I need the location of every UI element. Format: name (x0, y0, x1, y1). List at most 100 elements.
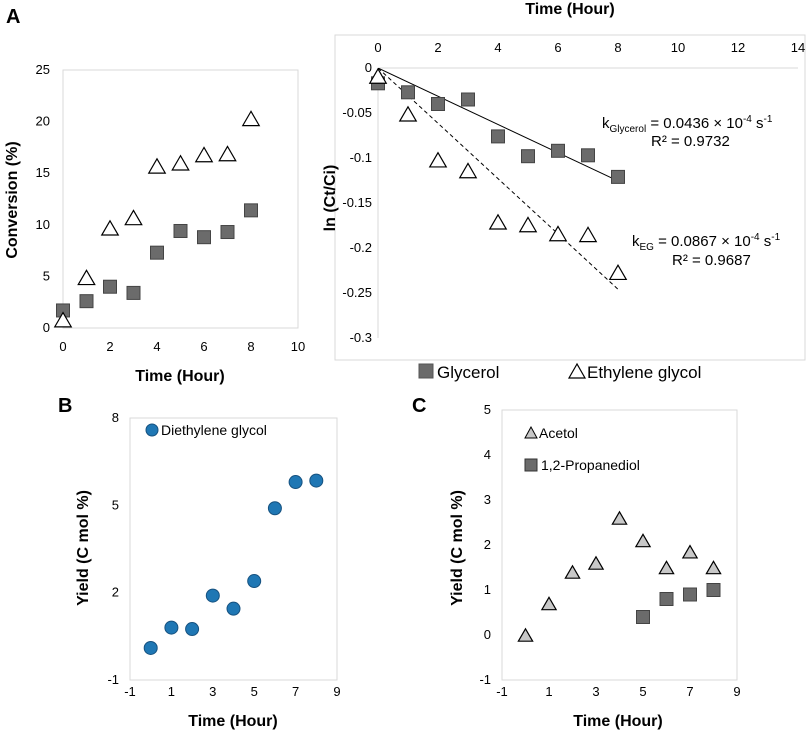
plot-frame-c (501, 409, 738, 681)
x-tick-a1: 6 (200, 339, 207, 354)
y-tick-c: 3 (484, 492, 491, 507)
chart-b: -1 2 5 8 -1 1 3 5 7 9 Diethylene glycol Time (Ho… (75, 410, 341, 730)
x-axis-title-a1: Time (Hour) (135, 368, 224, 385)
k-glycerol-sub: Glycerol (610, 124, 647, 135)
data-point-c-1-2-propanediol (659, 592, 674, 606)
data-point-a2-glycerol (401, 85, 415, 100)
data-point-c-acetol (658, 560, 675, 575)
legend-propanediol-marker (524, 458, 538, 472)
legend-diethylene-glycol-label: Diethylene glycol (161, 422, 267, 438)
data-point-b-diethylene-glycol (205, 588, 220, 603)
data-point-a1-ethylene-glycol (100, 219, 120, 236)
data-point-a1-ethylene-glycol (194, 146, 214, 163)
data-point-b-diethylene-glycol (226, 601, 241, 616)
legend-glycerol-label: Glycerol (437, 363, 499, 382)
x-tick-c: 9 (733, 684, 740, 699)
x-tick-c: 1 (545, 684, 552, 699)
chart-a1: 0 5 10 15 20 25 0 2 4 6 8 10 Time (Hour) Conversio… (4, 62, 305, 385)
y-tick-a2: -0.05 (342, 105, 372, 120)
x-tick-c: 7 (686, 684, 693, 699)
data-point-a1-glycerol (173, 223, 188, 238)
y-tick-c: 5 (484, 402, 491, 417)
data-point-a1-ethylene-glycol (77, 269, 96, 286)
x-tick-b: 3 (209, 684, 216, 699)
data-point-a2-ethylene-glycol (398, 105, 418, 122)
data-point-a2-ethylene-glycol (548, 225, 568, 242)
y-tick-a2: -0.2 (350, 240, 372, 255)
data-point-b-diethylene-glycol (267, 501, 282, 516)
data-point-a2-ethylene-glycol (488, 213, 508, 230)
y-tick-b: 8 (112, 410, 119, 425)
x-tick-a2: 2 (434, 40, 441, 55)
y-tick-c: 4 (484, 447, 491, 462)
y-tick-a1: 0 (43, 320, 50, 335)
data-point-a2-ethylene-glycol (518, 216, 538, 233)
data-point-a1-glycerol (220, 225, 235, 240)
y-tick-c: -1 (479, 672, 491, 687)
plot-frame-a1 (62, 69, 299, 329)
data-point-c-acetol (611, 510, 628, 525)
annotation-k-eg: kEG = 0.0867 × 10-4 s-1 (632, 232, 781, 253)
y-axis-title-a1: Conversion (%) (4, 141, 21, 258)
data-point-c-1-2-propanediol (683, 587, 697, 602)
annotation-r2-eg: R² = 0.9687 (672, 252, 751, 269)
y-tick-b: -1 (107, 672, 119, 687)
data-point-a1-ethylene-glycol (53, 311, 73, 328)
data-point-c-acetol (634, 533, 652, 548)
k-eg-value: = 0.0867 × 10 (654, 233, 751, 250)
y-axis-title-b: Yield (C mol %) (75, 490, 92, 606)
x-tick-a2: 14 (791, 40, 805, 55)
data-point-a2-glycerol (431, 97, 445, 111)
x-tick-c: 5 (639, 684, 646, 699)
y-tick-c: 2 (484, 537, 491, 552)
x-tick-b: 9 (333, 684, 340, 699)
legend-diethylene-glycol-marker (145, 423, 159, 437)
x-tick-a1: 4 (153, 339, 160, 354)
x-tick-a1: 8 (247, 339, 254, 354)
k-eg-unit-exp: -1 (771, 232, 780, 243)
chart-a2: Time (Hour) ln (Ct/Ci) 0 -0.05 -0.1 -0.15 -0… (322, 1, 806, 361)
y-tick-a2: 0 (365, 60, 372, 75)
data-point-c-acetol (517, 627, 534, 642)
legend-acetol-marker (524, 425, 538, 439)
data-point-a2-glycerol (491, 129, 505, 144)
legend-a: Glycerol Ethylene glycol (418, 362, 701, 382)
x-tick-b: 7 (292, 684, 299, 699)
x-tick-a2: 8 (614, 40, 621, 55)
data-point-a2-ethylene-glycol (458, 162, 478, 179)
data-point-a2-glycerol (551, 143, 565, 158)
data-point-c-1-2-propanediol (706, 583, 721, 597)
y-tick-a2: -0.1 (350, 150, 372, 165)
annotation-k-glycerol: kGlycerol = 0.0436 × 10-4 s-1 (602, 114, 773, 135)
y-tick-a2: -0.15 (342, 195, 372, 210)
legend-glycerol-marker (418, 363, 434, 379)
x-axis-title-b: Time (Hour) (188, 713, 277, 730)
k-eg-prefix: k (632, 233, 640, 250)
data-point-c-acetol (564, 564, 581, 579)
x-tick-a2: 4 (494, 40, 501, 55)
data-point-a2-ethylene-glycol (608, 263, 628, 281)
legend-propanediol-label: 1,2-Propanediol (541, 457, 640, 473)
x-tick-b: -1 (124, 684, 136, 699)
trendline-ethylene-glycol (378, 68, 619, 290)
x-tick-a2: 12 (731, 40, 745, 55)
k-glycerol-value: = 0.0436 × 10 (646, 115, 743, 132)
x-tick-a1: 2 (106, 339, 113, 354)
x-tick-c: -1 (496, 684, 508, 699)
annotation-r2-glycerol: R² = 0.9732 (651, 133, 730, 150)
y-tick-b: 2 (112, 585, 119, 600)
k-eg-sub: EG (640, 242, 655, 253)
legend-acetol-label: Acetol (539, 425, 578, 441)
legend-ethylene-glycol-label: Ethylene glycol (587, 363, 701, 382)
data-point-a1-glycerol (103, 279, 117, 294)
panel-label-a: A (6, 6, 20, 28)
data-point-b-diethylene-glycol (247, 574, 262, 589)
trendline-glycerol (378, 68, 619, 182)
data-point-a1-ethylene-glycol (218, 145, 237, 162)
x-axis-title-a2: Time (Hour) (525, 1, 614, 18)
data-point-c-acetol (540, 596, 558, 611)
x-tick-a1: 10 (291, 339, 305, 354)
data-point-c-acetol (587, 555, 605, 570)
